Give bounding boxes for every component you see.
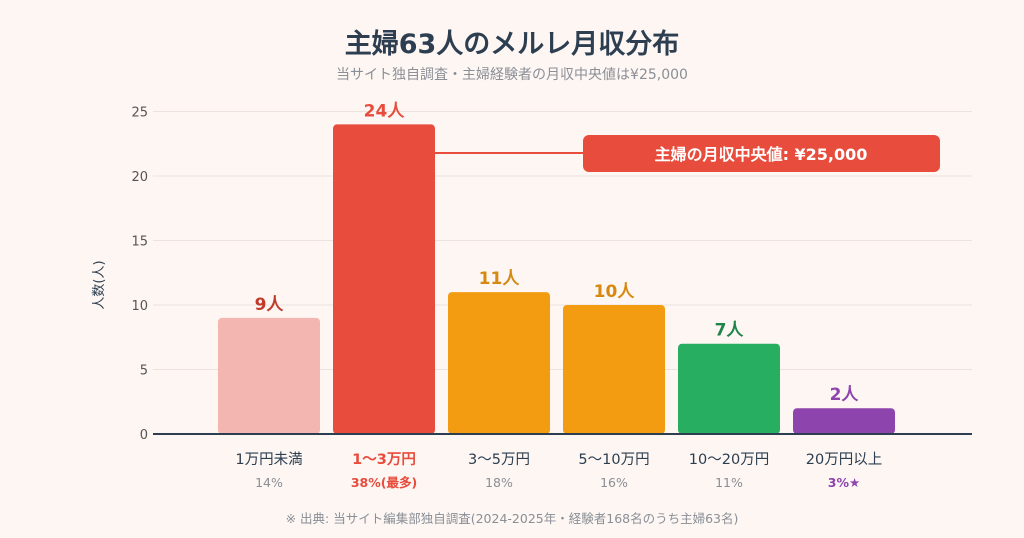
percent-label: 18%	[485, 475, 513, 490]
percent-label: 3%★	[828, 475, 860, 490]
x-category-label: 3〜5万円	[468, 452, 530, 468]
y-axis-label: 人数(人)	[92, 260, 107, 309]
bar	[448, 292, 550, 434]
source-footnote: ※ 出典: 当サイト編集部独自調査(2024-2025年・経験者168名のうち主…	[285, 511, 739, 526]
median-annotation-text: 主婦の月収中央値: ¥25,000	[655, 145, 868, 164]
y-tick-label: 10	[131, 299, 148, 314]
chart-subtitle: 当サイト独自調査・主婦経験者の月収中央値は¥25,000	[336, 67, 688, 83]
percent-label: 14%	[255, 475, 283, 490]
percent-label: 16%	[600, 475, 628, 490]
percent-label: 11%	[715, 475, 743, 490]
bar	[678, 343, 780, 434]
y-tick-label: 5	[140, 364, 148, 379]
x-category-label: 20万円以上	[806, 451, 882, 468]
bar-value-label: 11人	[479, 269, 521, 289]
x-category-label: 1万円未満	[235, 451, 302, 468]
bar-value-label: 9人	[255, 295, 285, 315]
y-tick-label: 20	[131, 170, 148, 185]
bar-value-label: 2人	[830, 385, 860, 405]
percent-label: 38%(最多)	[351, 475, 417, 490]
y-tick-label: 15	[131, 235, 148, 250]
x-category-label: 10〜20万円	[689, 452, 769, 468]
median-annotation-box	[583, 135, 940, 172]
bar	[333, 124, 435, 435]
bar-value-label: 10人	[594, 282, 636, 302]
x-category-label: 5〜10万円	[578, 452, 649, 468]
bar	[563, 305, 665, 434]
bar-value-label: 7人	[715, 321, 745, 341]
y-tick-label: 0	[140, 428, 148, 443]
bar-value-label: 24人	[364, 101, 406, 121]
bar	[218, 317, 320, 434]
x-category-label: 1〜3万円	[352, 451, 416, 468]
chart-title: 主婦63人のメルレ月収分布	[344, 29, 680, 60]
y-tick-label: 25	[131, 106, 148, 121]
bar	[793, 408, 895, 434]
